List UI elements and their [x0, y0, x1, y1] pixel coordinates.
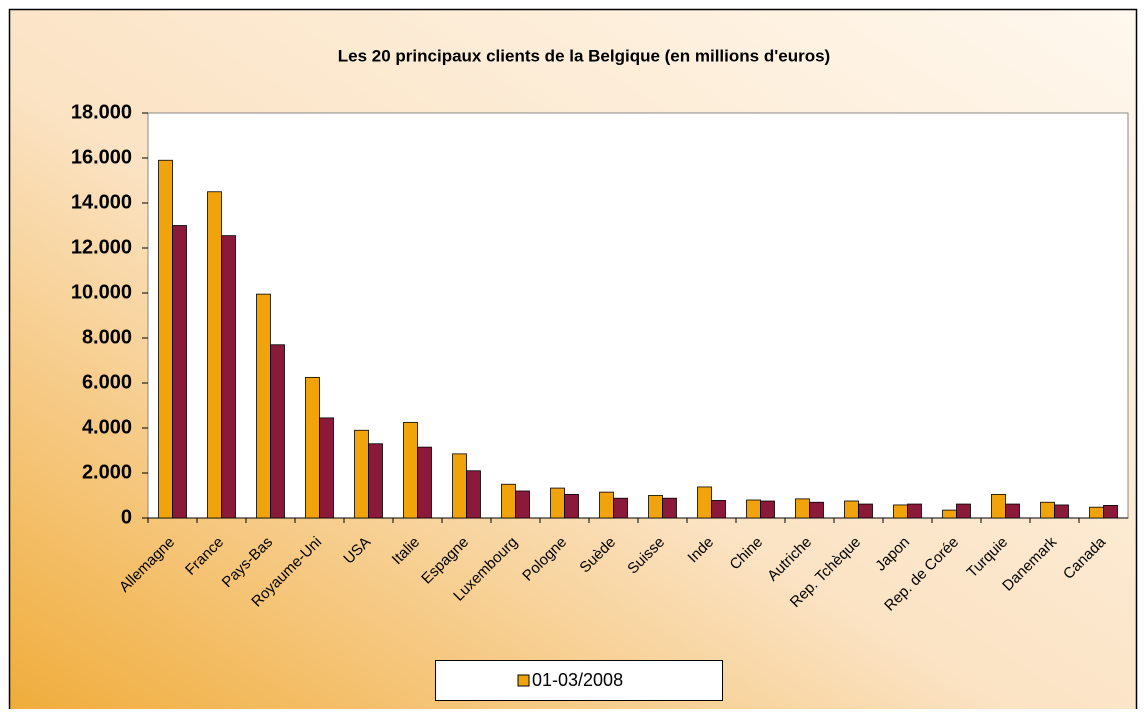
bar	[550, 487, 565, 519]
bar	[256, 293, 271, 519]
y-tick-label: 10.000	[71, 281, 132, 303]
y-tick-label: 2.000	[82, 461, 132, 483]
bar	[746, 499, 761, 519]
y-tick-label: 18.000	[71, 101, 132, 123]
bar	[1005, 503, 1020, 519]
bar	[1103, 504, 1118, 519]
bar	[403, 421, 418, 519]
bar	[172, 225, 187, 519]
bar	[795, 498, 810, 519]
bar	[417, 446, 432, 519]
bar	[599, 491, 614, 519]
chart-title: Les 20 principaux clients de la Belgique…	[338, 46, 830, 65]
y-tick-label: 8.000	[82, 326, 132, 348]
bar	[858, 503, 873, 519]
bar	[697, 486, 712, 519]
bar	[452, 453, 467, 519]
bar	[207, 191, 222, 519]
bar	[662, 497, 677, 519]
bar	[956, 503, 971, 519]
bar	[893, 504, 908, 519]
y-tick-label: 4.000	[82, 416, 132, 438]
bar	[305, 376, 320, 519]
bar	[368, 443, 383, 519]
bar	[991, 493, 1006, 519]
bar	[158, 159, 173, 519]
bar	[711, 500, 726, 519]
legend	[435, 660, 723, 701]
bar	[466, 470, 481, 519]
plot-area	[147, 112, 1129, 519]
bar	[648, 495, 663, 519]
bar	[354, 429, 369, 519]
y-tick-label: 0	[121, 506, 132, 528]
bar	[1040, 501, 1055, 519]
bar	[907, 503, 922, 519]
bar	[1089, 506, 1104, 519]
bar	[809, 501, 824, 519]
bar	[515, 490, 530, 519]
bar	[564, 493, 579, 519]
bar	[270, 344, 285, 519]
bar	[319, 417, 334, 519]
bar	[1054, 504, 1069, 519]
bar	[501, 483, 516, 519]
y-tick-label: 16.000	[71, 146, 132, 168]
bar	[613, 497, 628, 519]
legend-label: 01-03/2008	[532, 670, 623, 690]
bar	[760, 500, 775, 519]
legend-swatch	[517, 674, 530, 687]
y-tick-label: 12.000	[71, 236, 132, 258]
bar	[221, 235, 236, 519]
bar	[942, 509, 957, 519]
bar	[844, 500, 859, 519]
y-tick-label: 14.000	[71, 191, 132, 213]
y-tick-label: 6.000	[82, 371, 132, 393]
